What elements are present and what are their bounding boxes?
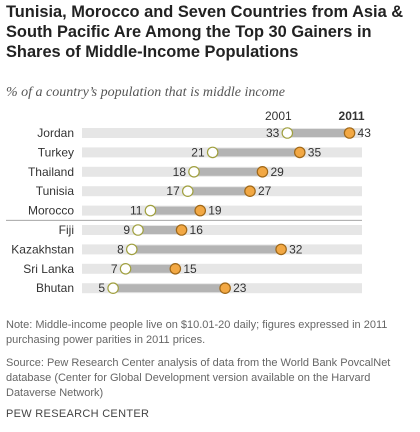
category-label: Morocco bbox=[28, 204, 74, 218]
category-label: Bhutan bbox=[36, 281, 74, 295]
category-label: Tunisia bbox=[36, 184, 75, 198]
range-bar bbox=[138, 226, 182, 234]
value-label-2011: 43 bbox=[358, 126, 372, 140]
category-label: Sri Lanka bbox=[23, 262, 74, 276]
value-label-2011: 35 bbox=[308, 145, 322, 159]
range-bar bbox=[194, 167, 263, 176]
range-bar bbox=[150, 206, 201, 215]
value-label-2011: 19 bbox=[208, 204, 222, 218]
marker-2001 bbox=[181, 185, 194, 197]
value-label-2011: 16 bbox=[190, 223, 204, 237]
category-label: Kazakhstan bbox=[11, 242, 74, 256]
chart-note: Note: Middle-income people live on $10.0… bbox=[6, 319, 388, 346]
category-label: Turkey bbox=[38, 145, 74, 159]
value-label-2001: 17 bbox=[166, 184, 180, 198]
track-bar bbox=[82, 128, 362, 138]
marker-2001 bbox=[119, 263, 132, 275]
category-label: Fiji bbox=[59, 223, 74, 237]
value-label-2001: 18 bbox=[173, 165, 187, 179]
track-bar bbox=[82, 263, 362, 274]
marker-2011 bbox=[343, 127, 356, 139]
chart-subtitle: % of a country’s population that is midd… bbox=[6, 85, 285, 100]
marker-2001 bbox=[125, 243, 138, 256]
value-label-2011: 29 bbox=[270, 165, 284, 179]
range-bar bbox=[113, 284, 226, 293]
range-bar bbox=[212, 148, 300, 157]
value-label-2001: 9 bbox=[123, 223, 130, 237]
marker-2011 bbox=[256, 166, 269, 178]
marker-2001 bbox=[206, 146, 219, 159]
value-label-2001: 33 bbox=[266, 126, 280, 140]
marker-2001 bbox=[188, 166, 200, 178]
track-bar bbox=[82, 205, 362, 216]
marker-2001 bbox=[281, 127, 294, 139]
value-label-2001: 8 bbox=[117, 242, 124, 256]
value-label-2001: 5 bbox=[98, 281, 105, 295]
value-label-2011: 32 bbox=[289, 242, 303, 256]
legend-2011: 2011 bbox=[339, 109, 365, 123]
range-bar bbox=[125, 264, 176, 273]
marker-2001 bbox=[132, 224, 144, 236]
value-label-2001: 21 bbox=[191, 145, 205, 159]
value-label-2011: 23 bbox=[233, 281, 247, 295]
marker-2001 bbox=[107, 282, 119, 294]
marker-2011 bbox=[293, 146, 306, 159]
value-label-2001: 11 bbox=[130, 204, 143, 218]
category-label: Thailand bbox=[28, 165, 74, 179]
value-label-2011: 27 bbox=[258, 184, 272, 198]
dot-range-chart: 2001 2011 Jordan 33 43 Turkey 21 35 Thailand 18 29… bbox=[6, 109, 372, 295]
marker-2011 bbox=[244, 185, 256, 197]
marker-2001 bbox=[144, 204, 157, 217]
marker-2011 bbox=[175, 224, 188, 236]
marker-2011 bbox=[169, 263, 182, 275]
marker-2011 bbox=[194, 204, 207, 217]
range-bar bbox=[131, 245, 282, 254]
value-label-2001: 7 bbox=[111, 262, 118, 276]
range-bar bbox=[187, 187, 250, 196]
category-label: Jordan bbox=[37, 126, 74, 140]
chart-title: Tunisia, Morocco and Seven Countries fro… bbox=[6, 3, 404, 61]
chart-source: Source: Pew Research Center analysis of … bbox=[6, 357, 391, 399]
footer-credit: PEW RESEARCH CENTER bbox=[6, 408, 150, 420]
range-bar bbox=[287, 129, 350, 137]
legend-2001: 2001 bbox=[265, 109, 292, 123]
marker-2011 bbox=[219, 282, 231, 294]
marker-2011 bbox=[275, 243, 287, 256]
value-label-2011: 15 bbox=[183, 262, 197, 276]
track-bar bbox=[82, 225, 362, 235]
